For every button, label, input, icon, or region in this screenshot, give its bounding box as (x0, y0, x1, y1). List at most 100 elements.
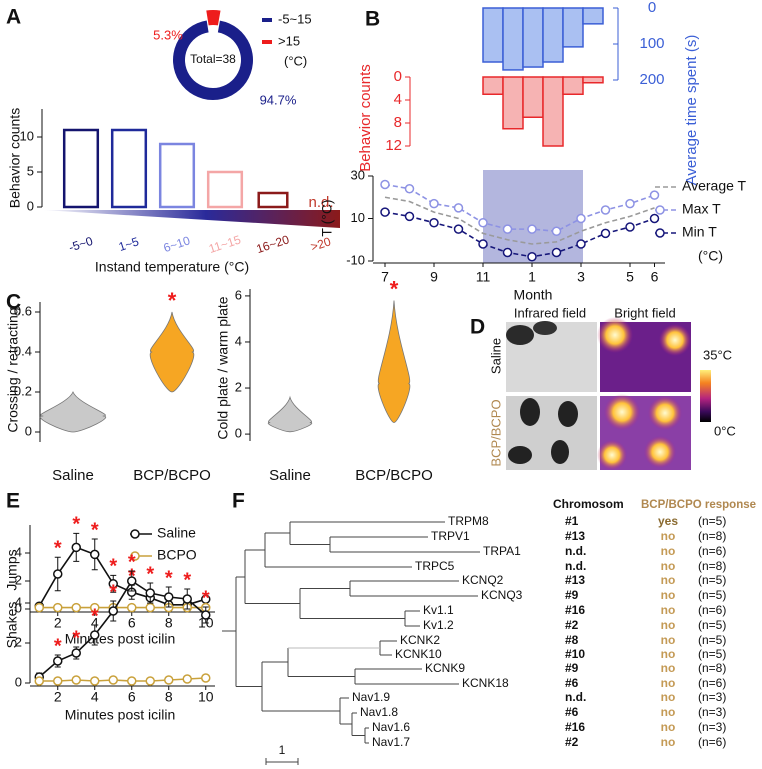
series-line (38, 546, 206, 607)
x-tick-label: 1~5 (117, 234, 141, 254)
leaf-label: KCNK18 (462, 676, 509, 690)
response: no (661, 618, 676, 632)
x-tick-label: Saline (52, 467, 94, 484)
data-point (71, 648, 81, 658)
data-point (453, 224, 464, 234)
y-tick-label: 6 (235, 287, 242, 302)
x-tick-label: 3 (577, 269, 585, 285)
y-tick-label: 30 (351, 167, 365, 182)
bar (257, 191, 289, 209)
column-label: Bright field (614, 305, 675, 320)
y-tick-label: 4 (394, 91, 402, 108)
legend-label: -5~15 (278, 11, 312, 26)
panel-label: B (365, 8, 380, 31)
x-axis-label: Instand temperature (°C) (95, 259, 249, 275)
y-tick-label: 0 (27, 198, 34, 213)
y-tick-label: 0 (235, 426, 242, 441)
sample-size: (n=5) (698, 588, 726, 602)
data-point (182, 594, 192, 604)
significance-star: * (72, 514, 80, 536)
leaf-label: KCNK9 (425, 661, 465, 675)
response: no (661, 720, 676, 734)
significance-star: * (54, 537, 62, 559)
heat-spot (597, 317, 633, 353)
mouse (520, 398, 540, 426)
y-axis-label: Jumps (4, 549, 20, 590)
heat-spot (659, 324, 691, 356)
data-point (127, 576, 137, 586)
y-axis-label: Crossing / retracting (5, 307, 21, 432)
sample-size: (n=5) (698, 647, 726, 661)
y-tick-label: 10 (351, 210, 365, 225)
sample-size: (n=5) (698, 514, 726, 528)
x-tick-label: 2 (54, 615, 62, 631)
row-label: BCP/BCPO (488, 399, 503, 466)
x-tick-label: 4 (91, 615, 99, 631)
response: no (661, 588, 676, 602)
chromosome: #16 (565, 720, 585, 734)
significance-star: * (91, 519, 99, 541)
sample-size: (n=5) (698, 633, 726, 647)
significance-star: * (202, 587, 210, 609)
x-tick-label: 6 (651, 269, 659, 285)
x-tick-label: 8 (165, 615, 173, 631)
panel-label: F (232, 490, 245, 513)
legend-marker (130, 529, 140, 539)
image-panel: Infrared field Bright field Saline BCP/B… (488, 305, 736, 470)
sample-size: (n=6) (698, 735, 726, 749)
y-tick-label: 8 (394, 114, 402, 131)
data-point (127, 676, 137, 686)
data-point (145, 588, 155, 598)
significance-star: * (183, 569, 191, 591)
y-tick-label: 0 (648, 0, 656, 16)
y-tick-label: 10 (20, 128, 34, 143)
data-point (625, 222, 635, 232)
bar (582, 7, 604, 25)
bar (62, 128, 100, 209)
chromosome: n.d. (565, 690, 586, 704)
data-point (600, 228, 611, 239)
leaf-label: Kv1.2 (423, 618, 454, 632)
y-tick-label: 100 (639, 35, 664, 52)
sample-size: (n=5) (698, 573, 726, 587)
data-point (164, 592, 174, 602)
violin (39, 390, 107, 433)
data-point (625, 198, 635, 209)
scale-min: 0°C (714, 423, 736, 438)
y-tick-label: 4 (15, 544, 22, 559)
data-point (34, 602, 44, 613)
x-tick-label: 11~15 (207, 232, 243, 256)
leaf-label: Nav1.8 (360, 705, 398, 719)
data-point (478, 239, 488, 249)
pie-slice (206, 10, 221, 26)
y-tick-label: 2 (15, 634, 22, 649)
data-point (404, 211, 415, 222)
y-tick-label: 0 (15, 600, 22, 615)
dendrogram (222, 521, 480, 765)
data-point (478, 218, 488, 228)
series-line (38, 579, 207, 678)
sample-size: (n=3) (698, 720, 726, 734)
bar (542, 7, 564, 63)
data-point (90, 602, 100, 613)
bar (562, 7, 584, 48)
x-tick-label: 6~10 (162, 233, 192, 255)
data-point (201, 673, 211, 683)
violin (377, 300, 411, 423)
response: yes (658, 514, 678, 528)
significance-star: * (72, 627, 80, 649)
data-point (380, 207, 390, 217)
x-tick-label: 6 (128, 615, 136, 631)
leaf-label: Nav1.9 (352, 690, 390, 704)
data-point (201, 610, 211, 620)
violin (149, 311, 195, 393)
data-point (576, 213, 586, 224)
data-point (53, 656, 63, 666)
legend-label: >15 (278, 33, 300, 48)
data-point (551, 226, 562, 236)
data-point (527, 224, 537, 234)
x-tick-label: 9 (430, 269, 438, 285)
legend-marker (655, 205, 665, 215)
temperature-wedge (42, 210, 340, 228)
